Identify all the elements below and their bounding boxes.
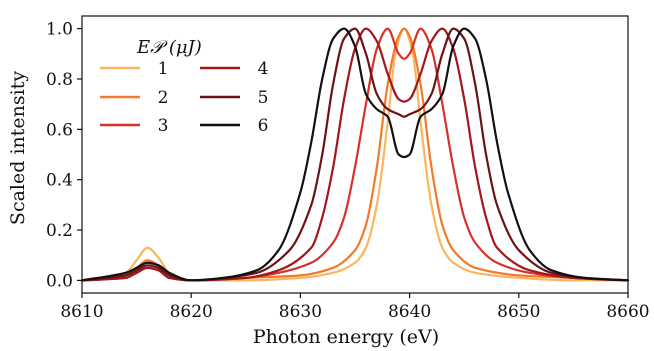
x-tick-label: 8650 <box>497 302 540 322</box>
x-tick-label: 8610 <box>60 302 103 322</box>
y-axis-label: Scaled intensity <box>7 71 29 225</box>
y-tick-label: 0.8 <box>46 70 73 90</box>
y-tick-label: 0.4 <box>46 171 73 191</box>
x-tick-label: 8630 <box>279 302 322 322</box>
legend: E𝒫 (μJ) 1 2 3 4 5 6 <box>100 37 268 136</box>
legend-label-1: 1 <box>158 59 169 79</box>
legend-label-5: 5 <box>258 88 269 108</box>
legend-title: E𝒫 (μJ) <box>136 37 202 58</box>
x-tick-label: 8620 <box>170 302 213 322</box>
legend-label-4: 4 <box>258 59 269 79</box>
plot-frame <box>81 15 629 294</box>
x-axis-label: Photon energy (eV) <box>253 326 439 348</box>
plot-area <box>81 15 629 294</box>
x-axis-ticks: 8610 8620 8630 8640 8650 8660 <box>60 293 650 322</box>
legend-label-3: 3 <box>158 116 169 136</box>
series-line-4 <box>80 27 630 282</box>
x-tick-label: 8640 <box>388 302 431 322</box>
y-tick-label: 0.2 <box>46 221 73 241</box>
series-line-6 <box>80 27 630 282</box>
series-line-5 <box>80 27 630 282</box>
y-tick-label: 0.0 <box>46 271 73 291</box>
legend-label-6: 6 <box>258 116 269 136</box>
series-lines <box>80 27 630 282</box>
y-axis-ticks: 0.0 0.2 0.4 0.6 0.8 1.0 <box>46 20 82 291</box>
x-tick-label: 8660 <box>606 302 649 322</box>
series-line-1 <box>80 27 630 282</box>
y-tick-label: 0.6 <box>46 120 73 140</box>
legend-label-2: 2 <box>158 88 169 108</box>
y-tick-label: 1.0 <box>46 20 73 40</box>
